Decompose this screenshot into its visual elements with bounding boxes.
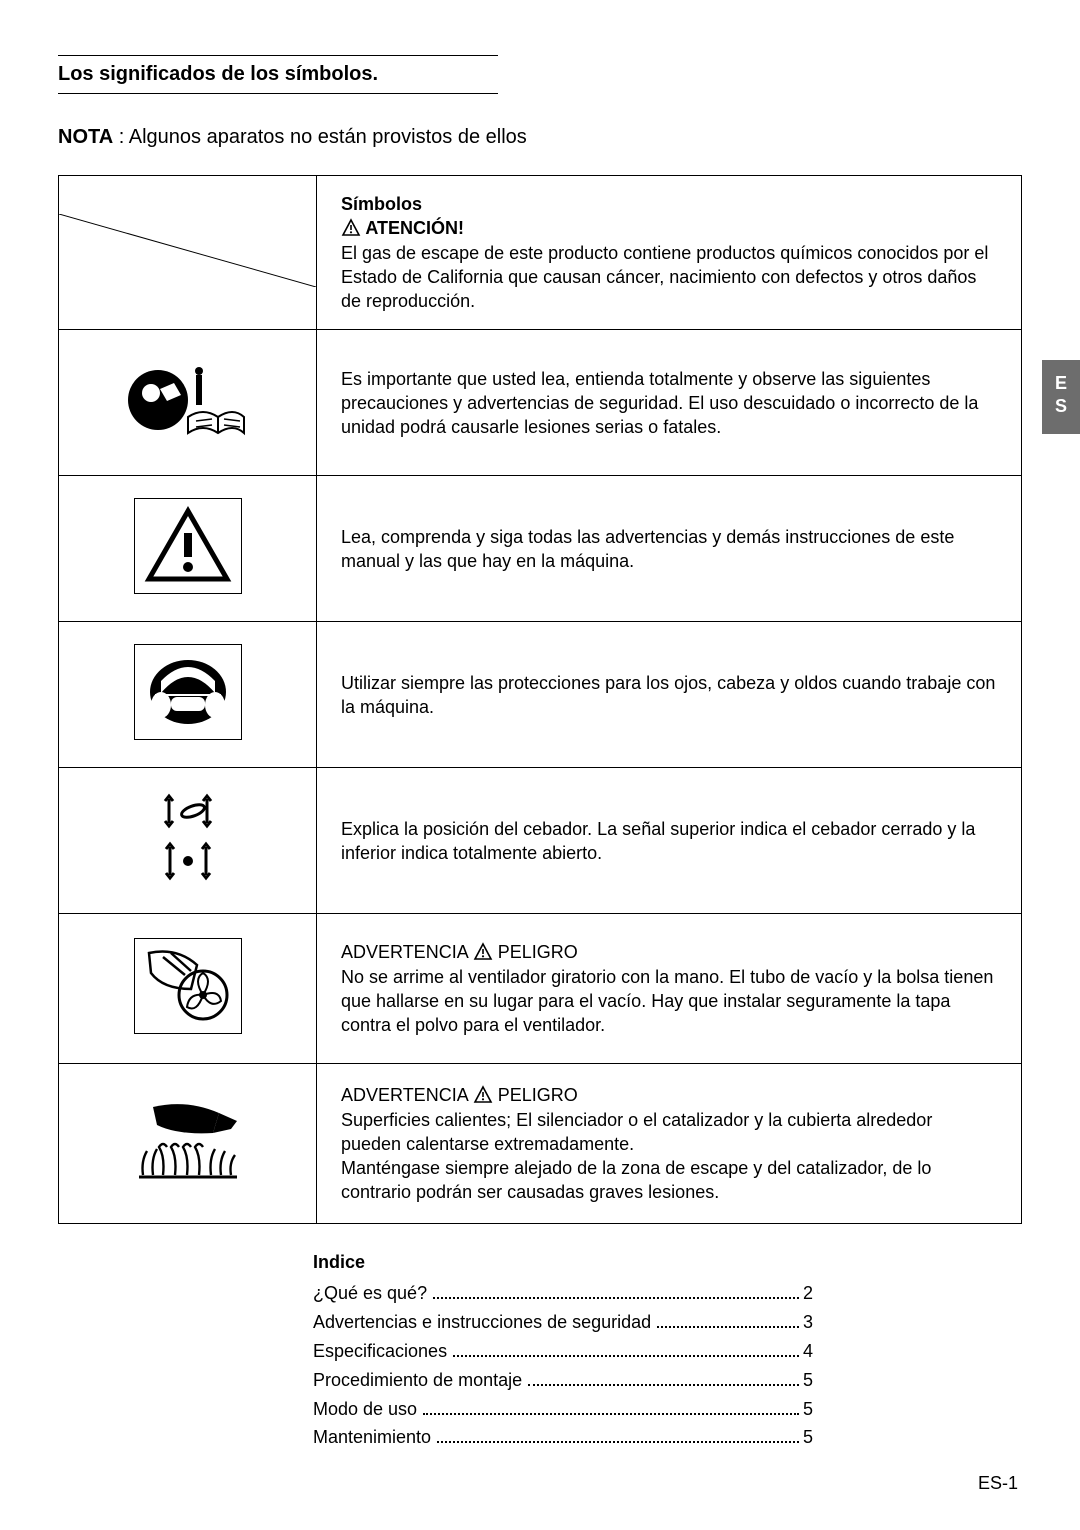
row-text: Es importante que usted lea, entienda to…	[341, 369, 978, 438]
toc-label: Mantenimiento	[313, 1423, 431, 1452]
nota-label: NOTA	[58, 126, 113, 148]
header-text-cell: Símbolos ATENCIÓN! El gas de escape de e…	[317, 176, 1022, 330]
table-row: Símbolos ATENCIÓN! El gas de escape de e…	[59, 176, 1022, 330]
row-prefix2: PELIGRO	[498, 1085, 578, 1105]
choke-icon	[153, 793, 223, 883]
language-tab: E S	[1042, 360, 1080, 434]
header-body: El gas de escape de este producto contie…	[341, 241, 997, 314]
row-text: Superficies calientes; El silenciador o …	[341, 1108, 997, 1205]
page-number: ES-1	[978, 1473, 1018, 1494]
ppe-head-icon	[134, 644, 242, 740]
icon-cell	[59, 476, 317, 622]
toc-page: 3	[803, 1308, 813, 1337]
symbols-table: Símbolos ATENCIÓN! El gas de escape de e…	[58, 175, 1022, 1224]
toc-dots	[657, 1312, 799, 1328]
table-row: Explica la posición del cebador. La seña…	[59, 768, 1022, 914]
nota-sep: :	[113, 126, 129, 148]
table-row: ADVERTENCIA PELIGRO Superficies caliente…	[59, 1064, 1022, 1224]
toc-row: Mantenimiento 5	[313, 1423, 813, 1452]
language-tab-l2: S	[1042, 395, 1080, 418]
text-cell: Utilizar siempre las protecciones para l…	[317, 622, 1022, 768]
row-text: Lea, comprenda y siga todas las adverten…	[341, 527, 954, 571]
text-cell: ADVERTENCIA PELIGRO No se arrime al vent…	[317, 914, 1022, 1064]
hot-surface-icon	[133, 1099, 243, 1183]
table-row: Es importante que usted lea, entienda to…	[59, 330, 1022, 476]
page-heading: Los significados de los símbolos.	[58, 63, 498, 86]
toc-label: Especificaciones	[313, 1337, 447, 1366]
warning-triangle-icon	[134, 498, 242, 594]
icon-cell	[59, 330, 317, 476]
read-manual-icon	[128, 361, 248, 439]
toc-page: 5	[803, 1366, 813, 1395]
symbols-header: Símbolos	[341, 192, 997, 216]
toc-page: 4	[803, 1337, 813, 1366]
warning-icon	[341, 218, 361, 236]
toc-row: Procedimiento de montaje 5	[313, 1366, 813, 1395]
text-cell: ADVERTENCIA PELIGRO Superficies caliente…	[317, 1064, 1022, 1224]
toc-dots	[423, 1398, 799, 1414]
language-tab-l1: E	[1042, 372, 1080, 395]
warning-icon	[473, 1085, 493, 1103]
row-text: Explica la posición del cebador. La seña…	[341, 819, 975, 863]
toc-row: Advertencias e instrucciones de segurida…	[313, 1308, 813, 1337]
toc-page: 5	[803, 1423, 813, 1452]
row-prefix: ADVERTENCIA	[341, 942, 468, 962]
toc-dots	[433, 1283, 799, 1299]
toc-label: Procedimiento de montaje	[313, 1366, 522, 1395]
row-text: No se arrime al ventilador giratorio con…	[341, 965, 997, 1038]
row-prefix2: PELIGRO	[498, 942, 578, 962]
toc-row: ¿Qué es qué? 2	[313, 1279, 813, 1308]
nota-line: NOTA : Algunos aparatos no están provist…	[58, 126, 1022, 149]
toc-dots	[437, 1427, 799, 1443]
toc-dots	[528, 1370, 799, 1386]
toc-label: ¿Qué es qué?	[313, 1279, 427, 1308]
icon-cell	[59, 768, 317, 914]
toc-page: 2	[803, 1279, 813, 1308]
table-row: Lea, comprenda y siga todas las adverten…	[59, 476, 1022, 622]
row-prefix: ADVERTENCIA	[341, 1085, 468, 1105]
toc-row: Especificaciones 4	[313, 1337, 813, 1366]
fan-hand-icon	[134, 938, 242, 1034]
diagonal-cell	[59, 176, 317, 330]
text-cell: Es importante que usted lea, entienda to…	[317, 330, 1022, 476]
indice-block: Indice ¿Qué es qué? 2 Advertencias e ins…	[313, 1252, 813, 1452]
toc-row: Modo de uso 5	[313, 1395, 813, 1424]
indice-title: Indice	[313, 1252, 813, 1273]
row-text: Utilizar siempre las protecciones para l…	[341, 673, 995, 717]
text-cell: Explica la posición del cebador. La seña…	[317, 768, 1022, 914]
text-cell: Lea, comprenda y siga todas las adverten…	[317, 476, 1022, 622]
atencion-label: ATENCIÓN!	[365, 218, 464, 238]
toc-label: Modo de uso	[313, 1395, 417, 1424]
nota-text: Algunos aparatos no están provistos de e…	[129, 126, 527, 148]
table-row: Utilizar siempre las protecciones para l…	[59, 622, 1022, 768]
table-row: ADVERTENCIA PELIGRO No se arrime al vent…	[59, 914, 1022, 1064]
icon-cell	[59, 622, 317, 768]
toc-dots	[453, 1341, 799, 1357]
toc-page: 5	[803, 1395, 813, 1424]
icon-cell	[59, 914, 317, 1064]
toc-label: Advertencias e instrucciones de segurida…	[313, 1308, 651, 1337]
icon-cell	[59, 1064, 317, 1224]
warning-icon	[473, 942, 493, 960]
